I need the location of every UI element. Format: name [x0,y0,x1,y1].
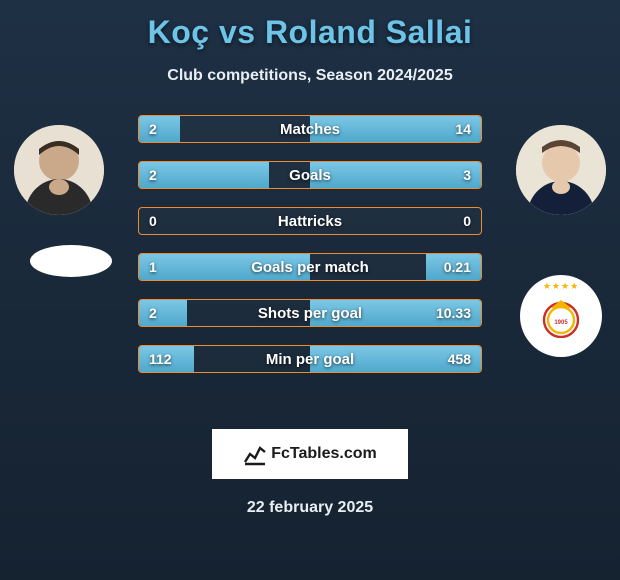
bar-fill-right [310,300,481,326]
player-left-club-badge [30,245,112,277]
club-crest-icon: 1905 [539,294,583,338]
bar-fill-right [310,116,481,142]
stat-value-right: 0 [463,208,471,234]
avatar-placeholder-icon [14,125,104,215]
crest-stars-icon: ★★★★ [543,281,579,292]
bar-fill-left [139,254,310,280]
stat-bar-row: 2Goals3 [138,161,482,189]
branding-badge: FcTables.com [212,429,408,479]
bar-fill-right [426,254,481,280]
stat-bar-row: 0Hattricks0 [138,207,482,235]
player-right-avatar [516,125,606,215]
bar-fill-left [139,346,194,372]
bar-fill-left [139,300,187,326]
stat-bar-row: 112Min per goal458 [138,345,482,373]
comparison-infographic: Koç vs Roland Sallai Club competitions, … [0,0,620,580]
page-title: Koç vs Roland Sallai [0,0,620,51]
stat-bar-row: 1Goals per match0.21 [138,253,482,281]
stat-bar-row: 2Shots per goal10.33 [138,299,482,327]
stat-value-left: 0 [149,208,157,234]
branding-text: FcTables.com [271,445,377,463]
date-line: 22 february 2025 [0,499,620,517]
subtitle: Club competitions, Season 2024/2025 [0,67,620,85]
stat-label: Hattricks [139,208,481,234]
bar-fill-right [310,162,481,188]
stats-area: ★★★★ 1905 2Matches14 2Goals3 0Hattricks0 1G… [0,115,620,415]
chart-icon [243,442,267,466]
bar-fill-left [139,162,269,188]
bar-fill-left [139,116,180,142]
bar-fill-right [310,346,481,372]
stat-bar-row: 2Matches14 [138,115,482,143]
svg-text:1905: 1905 [554,320,568,326]
stat-bars-list: 2Matches14 2Goals3 0Hattricks0 1Goals per m… [138,115,482,391]
avatar-placeholder-icon [516,125,606,215]
player-left-avatar [14,125,104,215]
player-right-club-badge: ★★★★ 1905 [520,275,602,357]
